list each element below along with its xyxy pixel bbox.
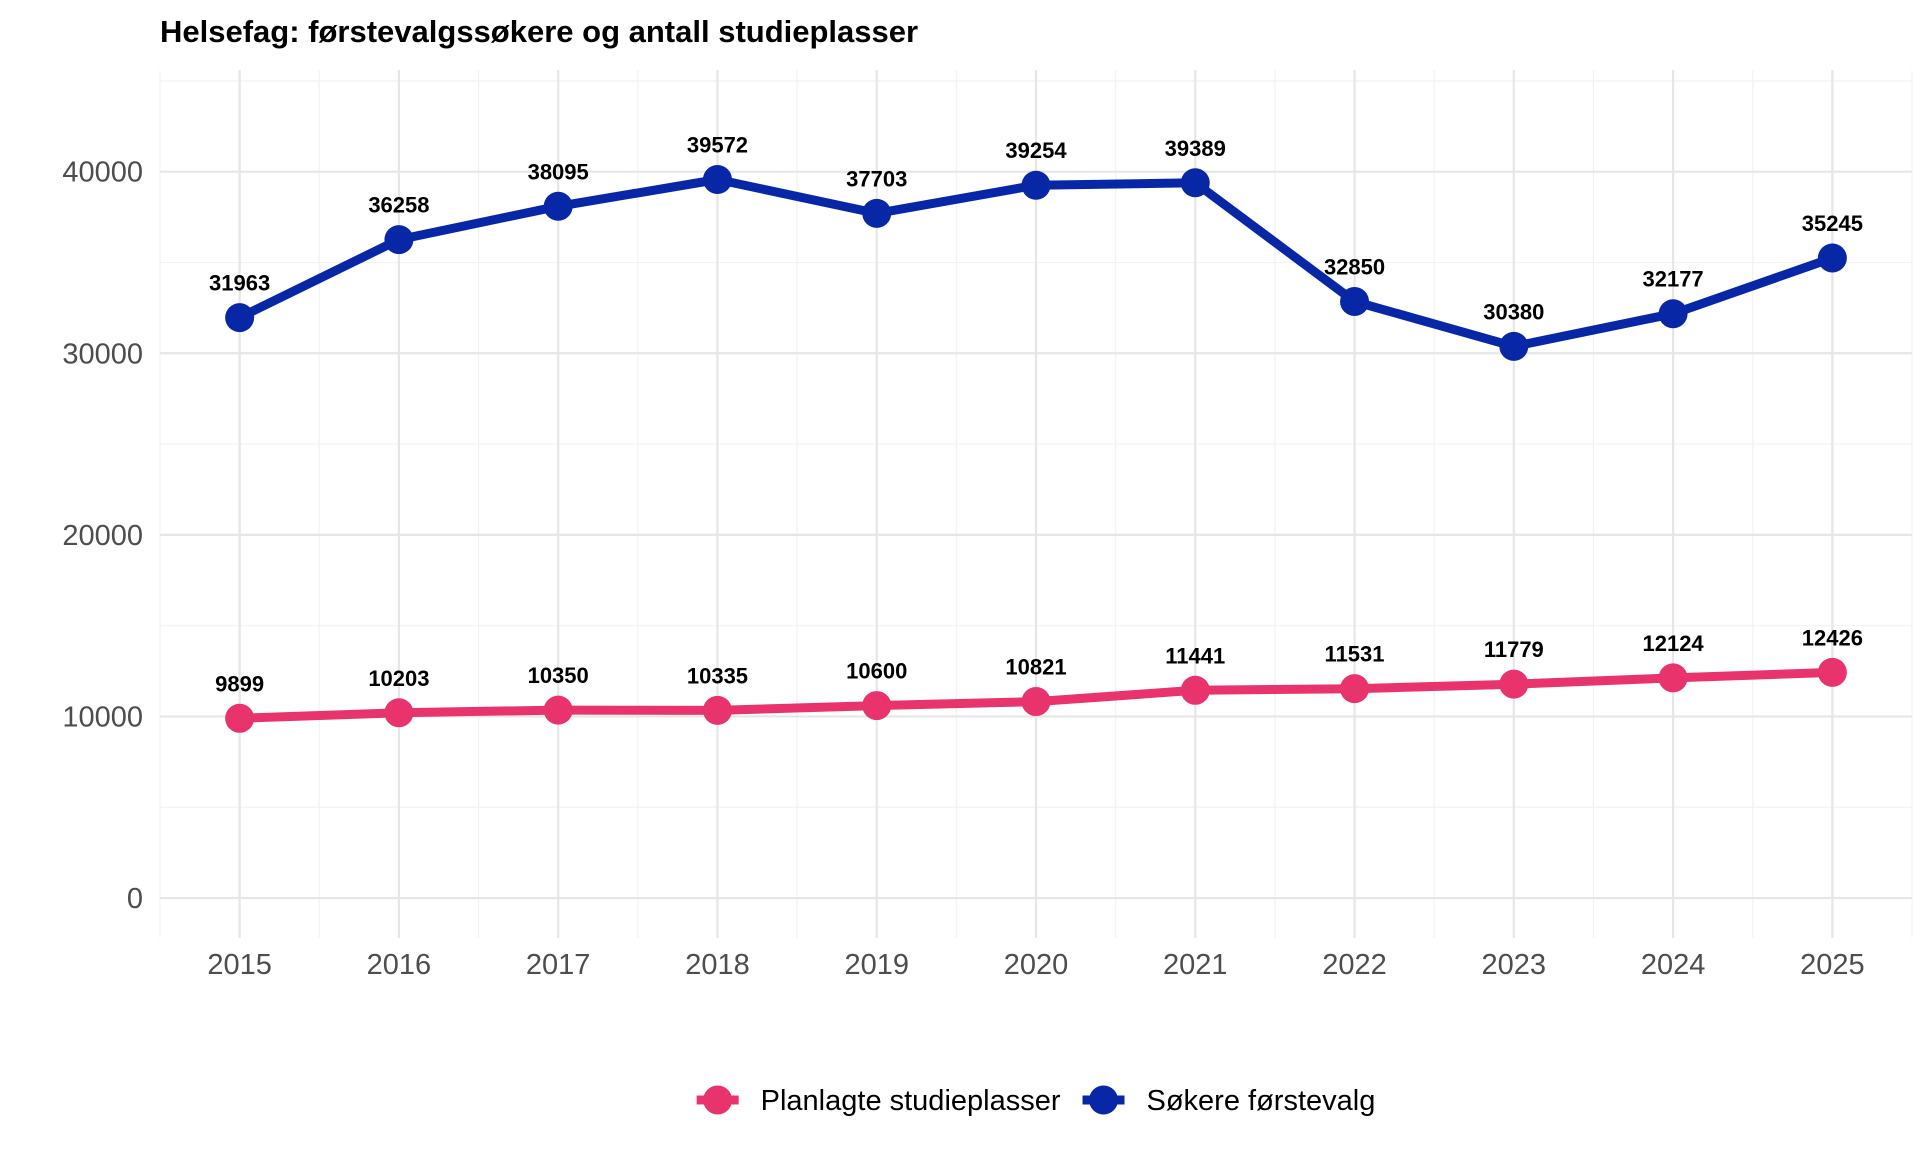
data-point [1658,299,1688,329]
data-label: 39572 [687,132,748,157]
data-label: 32177 [1642,267,1703,292]
y-tick-label: 10000 [62,701,143,733]
legend-key-point [703,1085,733,1115]
data-label: 39254 [1005,138,1067,163]
data-point [702,164,732,194]
data-label: 9899 [215,671,264,696]
data-point [1340,287,1370,317]
x-tick-label: 2015 [207,949,272,981]
data-point [1499,669,1529,699]
data-point [1817,243,1847,273]
data-label: 10335 [687,663,748,688]
legend-key [696,1085,739,1115]
data-label: 37703 [846,166,907,191]
data-label: 31963 [209,271,270,296]
x-tick-label: 2023 [1482,949,1547,981]
y-tick-label: 30000 [62,338,143,370]
data-label: 10600 [846,659,907,684]
y-tick-label: 20000 [62,520,143,552]
data-point [543,695,573,725]
series [225,164,1847,733]
x-tick-label: 2016 [367,949,432,981]
data-point [225,303,255,333]
chart-title: Helsefag: førstevalgssøkere og antall st… [160,14,918,49]
data-label: 10203 [368,666,429,691]
data-point [1180,675,1210,705]
data-label: 30380 [1483,299,1544,324]
data-point [702,695,732,725]
data-point [1658,663,1688,693]
x-tick-label: 2017 [526,949,591,981]
data-point [1817,657,1847,687]
data-point [1021,170,1051,200]
data-point [1340,674,1370,704]
y-tick-label: 40000 [62,157,143,189]
data-point [862,198,892,228]
data-label: 12426 [1802,625,1863,650]
x-tick-label: 2021 [1163,949,1228,981]
data-point [862,691,892,721]
data-label: 10821 [1005,655,1066,680]
x-tick-label: 2022 [1322,949,1387,981]
data-label: 36258 [368,193,429,218]
data-label: 35245 [1802,211,1863,236]
x-tick-label: 2024 [1641,949,1706,981]
x-tick-label: 2020 [1004,949,1069,981]
data-label: 10350 [528,663,589,688]
legend: Planlagte studieplasser Søkere førstevalg [696,1085,1376,1117]
data-point [225,703,255,733]
data-label: 39389 [1165,136,1226,161]
data-label: 11779 [1484,637,1544,662]
data-point [384,698,414,728]
legend-key [1082,1085,1125,1115]
data-point [1499,331,1529,361]
data-labels: 9899 10203 10350 10335 10600 10821 11441 11531 1… [209,132,1863,696]
data-point [543,191,573,221]
x-axis-ticks: 2015 2016 2017 2018 2019 2020 2021 2022 2023 2024… [207,949,1864,981]
data-label: 11531 [1325,642,1385,667]
x-tick-label: 2019 [844,949,909,981]
legend-label: Planlagte studieplasser [761,1085,1061,1117]
data-label: 11441 [1165,643,1225,668]
series-2 [225,164,1847,361]
x-tick-label: 2018 [685,949,750,981]
legend-key-point [1089,1085,1119,1115]
grid [159,70,1913,938]
data-point [1021,687,1051,717]
x-tick-label: 2025 [1800,949,1865,981]
y-axis-ticks: 0 10000 20000 30000 40000 [62,157,143,915]
data-label: 12124 [1642,631,1704,656]
data-point [1180,168,1210,198]
data-label: 32850 [1324,255,1385,280]
legend-label: Søkere førstevalg [1147,1085,1376,1117]
series-1 [225,657,1847,733]
data-point [384,225,414,255]
y-tick-label: 0 [127,883,143,915]
data-label: 38095 [528,159,589,184]
